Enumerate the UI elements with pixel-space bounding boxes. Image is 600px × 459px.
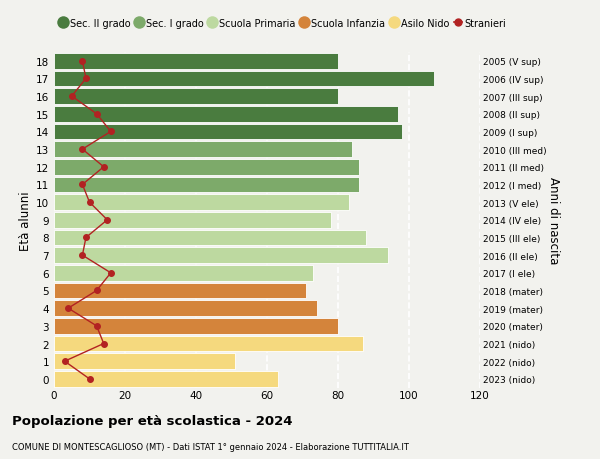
- Bar: [54, 195, 349, 210]
- Bar: [54, 72, 434, 87]
- Bar: [54, 319, 338, 334]
- Bar: [54, 371, 278, 387]
- Bar: [54, 248, 388, 263]
- Y-axis label: Anni di nascita: Anni di nascita: [547, 177, 560, 264]
- Text: Popolazione per età scolastica - 2024: Popolazione per età scolastica - 2024: [12, 414, 293, 428]
- Bar: [54, 265, 313, 281]
- Bar: [54, 213, 331, 228]
- Bar: [54, 353, 235, 369]
- Y-axis label: Età alunni: Età alunni: [19, 190, 32, 250]
- Text: COMUNE DI MONTESCAGLIOSO (MT) - Dati ISTAT 1° gennaio 2024 - Elaborazione TUTTIT: COMUNE DI MONTESCAGLIOSO (MT) - Dati IST…: [12, 442, 409, 451]
- Bar: [54, 142, 352, 157]
- Bar: [54, 177, 359, 193]
- Legend: Sec. II grado, Sec. I grado, Scuola Primaria, Scuola Infanzia, Asilo Nido, Stran: Sec. II grado, Sec. I grado, Scuola Prim…: [59, 19, 506, 29]
- Bar: [54, 301, 317, 316]
- Bar: [54, 54, 338, 69]
- Bar: [54, 107, 398, 122]
- Bar: [54, 336, 363, 352]
- Bar: [54, 124, 402, 140]
- Bar: [54, 230, 367, 246]
- Bar: [54, 283, 306, 299]
- Bar: [54, 160, 359, 175]
- Bar: [54, 89, 338, 105]
